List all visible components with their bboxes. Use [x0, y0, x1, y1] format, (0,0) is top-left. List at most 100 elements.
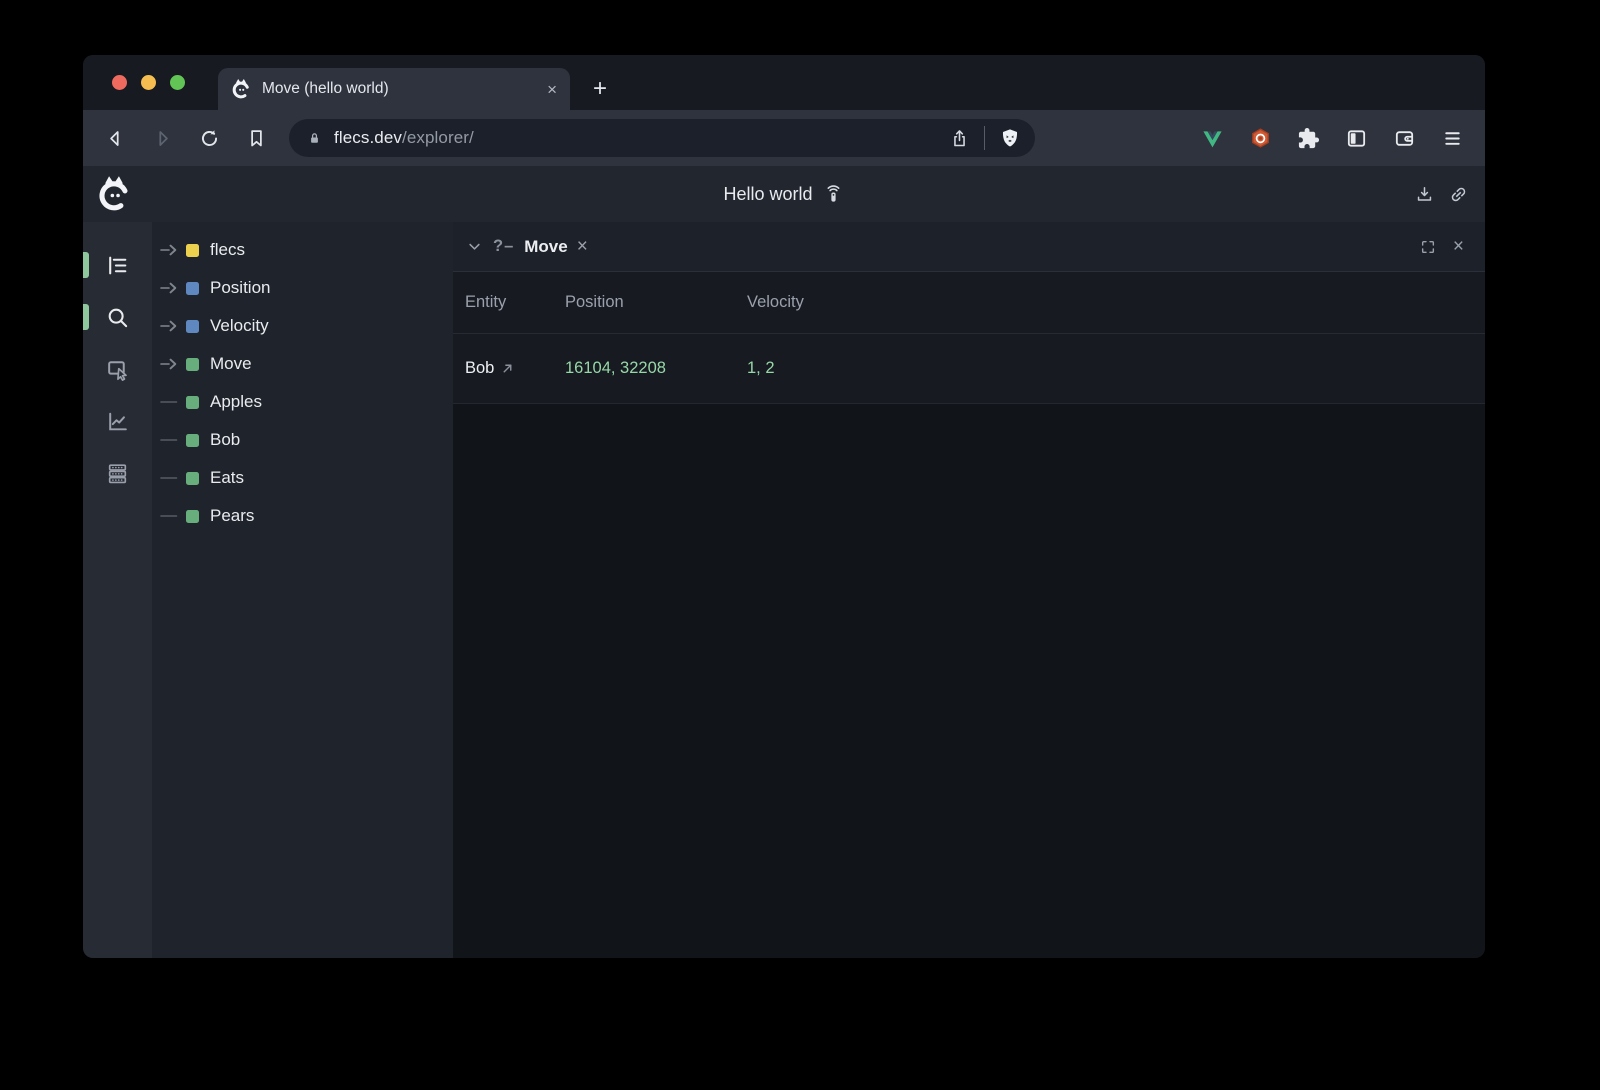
sidebar-icon: [1347, 129, 1366, 147]
rail-item-search[interactable]: [83, 303, 152, 331]
bookmark-button[interactable]: [239, 121, 273, 155]
content: flecs Position Vel: [83, 222, 1485, 958]
component-color-square: [186, 243, 199, 257]
tab-close-icon[interactable]: ×: [547, 79, 557, 99]
extension-icons: [1198, 124, 1467, 153]
tree-leaf-dash: [160, 394, 178, 410]
hexagon-extension-button[interactable]: [1246, 124, 1275, 153]
reload-button[interactable]: [192, 121, 226, 155]
flecs-favicon-icon: [232, 79, 250, 99]
component-color-square: [186, 433, 199, 447]
position-value: 16104, 32208: [565, 359, 666, 377]
tree-item[interactable]: Apples: [152, 383, 453, 421]
tree-item[interactable]: flecs: [152, 231, 453, 269]
tree-item-label: Eats: [210, 468, 245, 487]
share-icon[interactable]: [949, 128, 970, 149]
tree-list: flecs Position Vel: [152, 231, 453, 535]
tree-item[interactable]: Velocity: [152, 307, 453, 345]
menu-icon: [1445, 131, 1460, 145]
component-color-square: [186, 281, 199, 295]
tree-item-label: Pears: [210, 506, 255, 525]
tree-item-label: Position: [210, 278, 271, 297]
download-icon[interactable]: [1415, 185, 1434, 204]
tab-title: Move (hello world): [262, 80, 389, 97]
world-title: Hello world: [723, 183, 813, 204]
inspect-icon: [108, 360, 127, 381]
query-panel-header: ?– Move × ×: [453, 222, 1485, 272]
query-panel-empty-area: [453, 404, 1485, 958]
tree-item[interactable]: Move: [152, 345, 453, 383]
browser-tab[interactable]: Move (hello world) ×: [218, 68, 570, 110]
entity-tree-panel: flecs Position Vel: [152, 222, 453, 958]
browser-menu-button[interactable]: [1438, 124, 1467, 153]
query-glyph: ?–: [493, 237, 515, 255]
flecs-logo-icon[interactable]: [96, 176, 132, 212]
chevron-down-icon[interactable]: [465, 237, 484, 256]
brave-shield-icon[interactable]: [999, 127, 1021, 149]
tree-item-label: Velocity: [210, 316, 269, 335]
panel-close-icon[interactable]: ×: [1452, 236, 1464, 257]
tree-item-label: Move: [210, 354, 252, 373]
tree-item-label: flecs: [210, 240, 245, 259]
bookmark-icon: [250, 129, 262, 146]
rail-item-inspect[interactable]: [83, 355, 152, 383]
rail-item-rows[interactable]: [83, 459, 152, 487]
url-path: /explorer/: [402, 128, 474, 147]
zoom-window-button[interactable]: [170, 75, 185, 90]
tree-item-label: Bob: [210, 430, 241, 449]
rows-icon: [108, 463, 127, 483]
external-link-arrow-icon[interactable]: [501, 362, 514, 375]
sidebar-toggle-button[interactable]: [1342, 124, 1371, 153]
forward-icon: [158, 130, 168, 146]
chart-icon: [109, 412, 127, 430]
vue-devtools-extension-button[interactable]: [1198, 124, 1227, 153]
address-bar[interactable]: flecs.dev/explorer/: [289, 119, 1035, 157]
traffic-lights: [83, 75, 185, 90]
active-indicator: [83, 304, 89, 330]
query-close-icon[interactable]: ×: [576, 236, 588, 257]
component-color-square: [186, 395, 199, 409]
velocity-value: 1, 2: [747, 359, 775, 377]
forward-button[interactable]: [145, 121, 179, 155]
reload-icon: [201, 129, 217, 146]
puzzle-icon: [1298, 127, 1320, 148]
remote-connection-icon[interactable]: [823, 183, 845, 205]
tree-expand-arrow[interactable]: [160, 356, 178, 372]
wallet-icon: [1395, 130, 1414, 146]
fullscreen-icon[interactable]: [1420, 239, 1436, 255]
column-header-position: Position: [565, 293, 624, 311]
result-table-header: Entity Position Velocity: [453, 272, 1485, 334]
result-table-body: Bob 16104, 32208 1, 2: [453, 334, 1485, 404]
search-icon: [108, 308, 128, 327]
tree-expand-arrow[interactable]: [160, 318, 178, 334]
icon-rail: [83, 222, 152, 958]
titlebar: Move (hello world) × +: [83, 55, 1485, 110]
minimize-window-button[interactable]: [141, 75, 156, 90]
rail-item-chart[interactable]: [83, 407, 152, 435]
column-header-velocity: Velocity: [747, 293, 804, 311]
back-button[interactable]: [98, 121, 132, 155]
tree-item-label: Apples: [210, 392, 262, 411]
tree-item[interactable]: Position: [152, 269, 453, 307]
link-icon[interactable]: [1449, 185, 1468, 204]
lock-icon: [311, 132, 318, 143]
tree-item[interactable]: Eats: [152, 459, 453, 497]
back-icon: [109, 130, 119, 146]
tree-item[interactable]: Pears: [152, 497, 453, 535]
rail-item-tree[interactable]: [83, 251, 152, 279]
wallet-button[interactable]: [1390, 124, 1419, 153]
close-window-button[interactable]: [112, 75, 127, 90]
extensions-button[interactable]: [1294, 124, 1323, 153]
component-color-square: [186, 357, 199, 371]
query-title: Move: [524, 236, 568, 256]
tree-leaf-dash: [160, 470, 178, 486]
tree-icon: [109, 256, 127, 274]
new-tab-button[interactable]: +: [592, 75, 607, 102]
browser-toolbar: flecs.dev/explorer/: [83, 110, 1485, 166]
tree-expand-arrow[interactable]: [160, 242, 178, 258]
browser-window: Move (hello world) × +: [83, 55, 1485, 958]
tree-item[interactable]: Bob: [152, 421, 453, 459]
tree-expand-arrow[interactable]: [160, 280, 178, 296]
column-header-entity: Entity: [465, 293, 507, 311]
table-row[interactable]: Bob 16104, 32208 1, 2: [453, 334, 1485, 404]
